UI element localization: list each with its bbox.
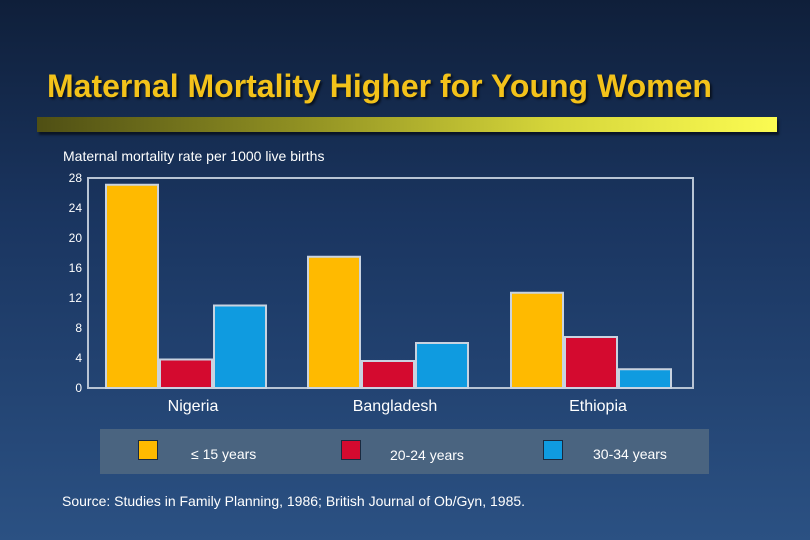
category-label-ethiopia: Ethiopia: [569, 398, 627, 415]
legend-swatch-20-24: [341, 440, 361, 460]
legend: [100, 429, 709, 474]
y-tick-label: 8: [75, 321, 82, 335]
bar-nigeria-series-2: [159, 358, 213, 389]
legend-label-under-15: ≤ 15 years: [191, 446, 257, 462]
category-label-bangladesh: Bangladesh: [353, 398, 438, 415]
y-tick-label: 0: [75, 381, 82, 395]
legend-label-20-24: 20-24 years: [390, 447, 464, 463]
bar-bangladesh-series-2: [361, 360, 415, 389]
bar-nigeria-series-3: [213, 304, 267, 389]
y-tick-label: 12: [69, 291, 83, 305]
bar-nigeria-series-1: [105, 183, 159, 389]
category-label-nigeria: Nigeria: [168, 398, 219, 415]
bar-ethiopia-series-1: [510, 291, 564, 389]
title-underline-bar: [37, 117, 777, 132]
y-tick-label: 28: [69, 171, 83, 185]
bar-bangladesh-series-3: [415, 342, 469, 389]
y-tick-label: 20: [69, 231, 83, 245]
y-axis-label: Maternal mortality rate per 1000 live bi…: [63, 148, 325, 164]
legend-label-30-34: 30-34 years: [593, 446, 667, 462]
y-tick-label: 24: [69, 201, 83, 215]
bar-ethiopia-series-2: [564, 336, 618, 389]
y-tick-label: 16: [69, 261, 83, 275]
bar-bangladesh-series-1: [307, 255, 361, 389]
slide-title: Maternal Mortality Higher for Young Wome…: [47, 68, 712, 104]
y-tick-label: 4: [75, 351, 82, 365]
source-citation: Source: Studies in Family Planning, 1986…: [62, 493, 526, 509]
bar-ethiopia-series-3: [618, 368, 672, 389]
legend-swatch-30-34: [543, 440, 563, 460]
legend-swatch-under-15: [138, 440, 158, 460]
